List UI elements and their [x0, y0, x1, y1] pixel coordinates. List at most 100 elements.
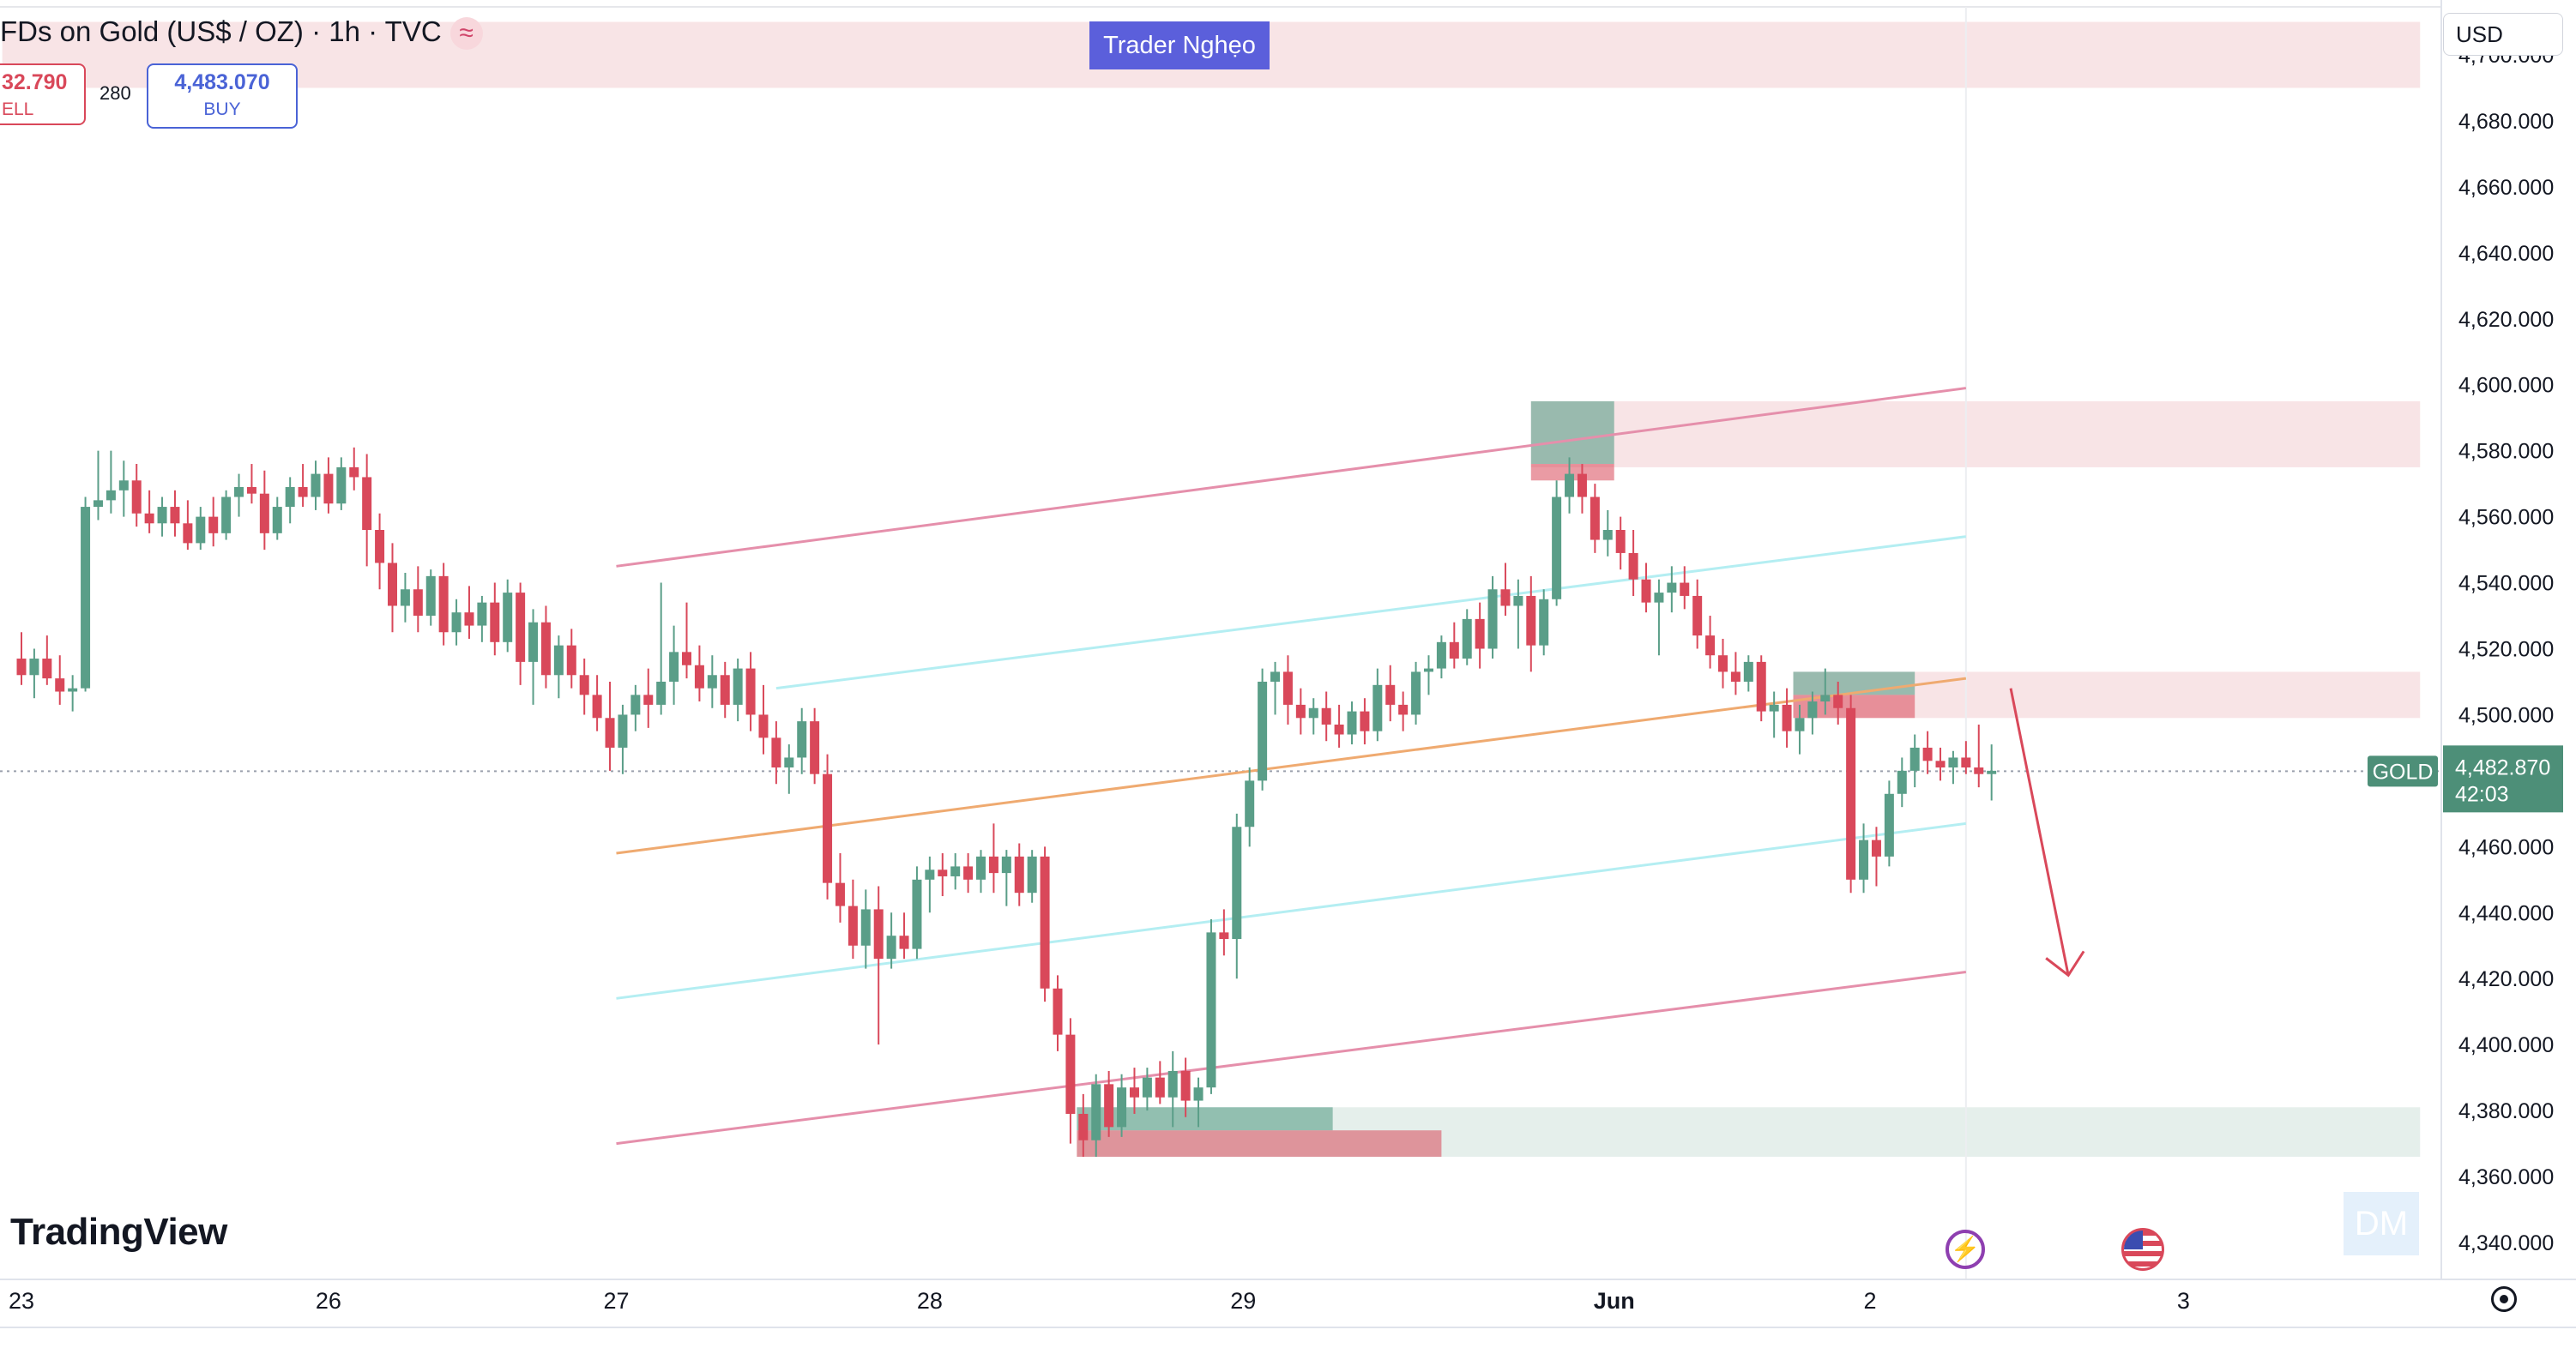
- candle-body: [1756, 661, 1766, 712]
- candle-body: [1602, 530, 1613, 540]
- symbol-tag-label: GOLD: [2373, 760, 2434, 784]
- buy-button[interactable]: 4,483.070 BUY: [147, 63, 298, 129]
- candle: [131, 464, 142, 527]
- candle-body: [298, 486, 308, 497]
- candle: [285, 477, 295, 524]
- price-axis[interactable]: 4,340.000 4,360.000 4,380.000 4,400.000 4,42…: [2368, 0, 2576, 1354]
- candle-body: [694, 665, 704, 689]
- candle-body: [1219, 932, 1229, 940]
- candle: [899, 912, 909, 960]
- candle-body: [1859, 839, 1869, 880]
- y-tick-label: 4,460.000: [2458, 835, 2554, 859]
- candle-body: [1820, 695, 1831, 702]
- candle: [963, 853, 974, 894]
- candle-body: [823, 773, 833, 883]
- candle-body: [1795, 718, 1805, 731]
- candle: [528, 609, 539, 705]
- candle-body: [425, 575, 436, 617]
- candle-body: [413, 589, 423, 617]
- candle-body: [1987, 770, 1997, 774]
- candle: [349, 447, 359, 490]
- candle: [886, 912, 896, 969]
- candle-body: [1935, 761, 1946, 767]
- candle-body: [912, 879, 922, 949]
- candle-body: [131, 480, 142, 514]
- candle-body: [1155, 1077, 1165, 1098]
- candle: [1193, 1077, 1204, 1128]
- candle: [1641, 563, 1651, 613]
- candle-body: [720, 675, 730, 705]
- candle-body: [1001, 856, 1011, 874]
- x-tick-label: 29: [1230, 1288, 1256, 1314]
- candle: [29, 648, 39, 699]
- candle: [1782, 688, 1792, 748]
- candle: [387, 543, 397, 633]
- candle: [873, 886, 884, 1045]
- candle: [1014, 843, 1024, 906]
- candle: [1436, 635, 1446, 679]
- trendline-channel-upper-mid: [775, 535, 1967, 690]
- candle-body: [1258, 681, 1268, 781]
- candle: [1602, 509, 1613, 557]
- candle: [1129, 1068, 1139, 1114]
- candle: [118, 460, 129, 517]
- candle-body: [1705, 635, 1716, 656]
- candle-body: [1270, 671, 1281, 682]
- candle: [1449, 622, 1459, 669]
- spread-value: 280: [100, 82, 131, 104]
- candle-body: [234, 486, 244, 497]
- candle: [925, 856, 935, 913]
- candle: [643, 668, 654, 728]
- candle-body: [835, 882, 845, 906]
- gear-icon[interactable]: [2491, 1286, 2517, 1312]
- candle-body: [771, 737, 781, 767]
- wave-icon[interactable]: ≈: [449, 17, 483, 51]
- corner-logo: DM: [2344, 1192, 2419, 1255]
- time-axis[interactable]: 23 26 27 28 29 Jun 2 3: [0, 1279, 2576, 1328]
- y-tick-label: 4,440.000: [2458, 901, 2554, 925]
- candle-body: [1372, 684, 1383, 731]
- candle-body: [1423, 668, 1433, 672]
- candle-body: [1539, 599, 1549, 646]
- candle-body: [1180, 1070, 1191, 1101]
- candle: [976, 850, 986, 894]
- trendline-channel-lower-mid: [616, 821, 1967, 1000]
- candle: [1053, 975, 1063, 1051]
- candle: [362, 454, 372, 567]
- countdown-value: 42:03: [2455, 782, 2509, 806]
- candle: [630, 684, 641, 731]
- candle: [682, 602, 692, 679]
- candle: [1423, 655, 1433, 695]
- candle-body: [1385, 684, 1396, 705]
- chart-title-text: FDs on Gold (US$ / OZ) · 1h · TVC: [0, 15, 442, 47]
- candle: [707, 655, 717, 708]
- position-stop-2: [1077, 1130, 1442, 1157]
- us-flag-icon[interactable]: [2121, 1228, 2164, 1271]
- candle-body: [362, 477, 372, 530]
- y-tick-label: 4,560.000: [2458, 506, 2554, 530]
- candle-body: [375, 530, 385, 563]
- candle-body: [579, 675, 589, 695]
- candle: [1552, 480, 1562, 606]
- candle-body: [387, 563, 397, 606]
- candle-body: [643, 695, 654, 705]
- currency-select[interactable]: USD: [2443, 13, 2563, 56]
- candle-body: [1206, 932, 1216, 1088]
- candle-body: [873, 909, 884, 960]
- candle: [1117, 1074, 1127, 1137]
- sell-button[interactable]: 32.790 ELL: [0, 63, 86, 125]
- candle: [566, 629, 576, 689]
- tradingview-logo[interactable]: TradingView: [10, 1211, 227, 1253]
- y-tick-label: 4,580.000: [2458, 440, 2554, 464]
- candle: [170, 490, 180, 537]
- candle: [1539, 589, 1549, 656]
- candle: [55, 655, 65, 705]
- candle: [733, 659, 743, 722]
- candle: [553, 635, 564, 699]
- candle: [745, 652, 756, 731]
- lightning-icon[interactable]: ⚡: [1946, 1230, 1985, 1269]
- grid-layer: [0, 6, 2441, 1279]
- candle: [1577, 464, 1587, 514]
- candle-body: [1487, 589, 1498, 649]
